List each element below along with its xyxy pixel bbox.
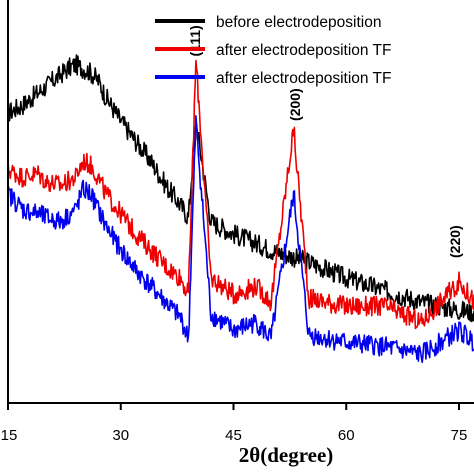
legend-label-blue: after electrodeposition TF	[216, 70, 391, 87]
legend-label-before: before electrodeposition	[216, 14, 381, 31]
peak-label: (220)	[447, 225, 463, 258]
x-axis-title: 2θ(degree)	[239, 443, 334, 467]
series-line-0	[7, 54, 474, 323]
legend-label-red: after electrodeposition TF	[216, 42, 391, 59]
x-tick-label: 60	[338, 427, 355, 444]
x-tick-label: 15	[1, 427, 18, 444]
peak-label: (111)	[187, 25, 203, 56]
series-line-1	[7, 59, 474, 330]
series-layer	[7, 54, 474, 364]
peak-label: (200)	[287, 88, 303, 121]
legend: before electrodeposition after electrode…	[155, 14, 391, 87]
peak-annotations: (111) (200) (220)	[187, 25, 463, 258]
x-tick-label: 30	[112, 427, 129, 444]
x-ticks: 15 30 45 60 75	[1, 403, 468, 444]
x-tick-label: 75	[451, 427, 468, 444]
series-line-2	[7, 115, 474, 364]
x-tick-label: 45	[225, 427, 242, 444]
